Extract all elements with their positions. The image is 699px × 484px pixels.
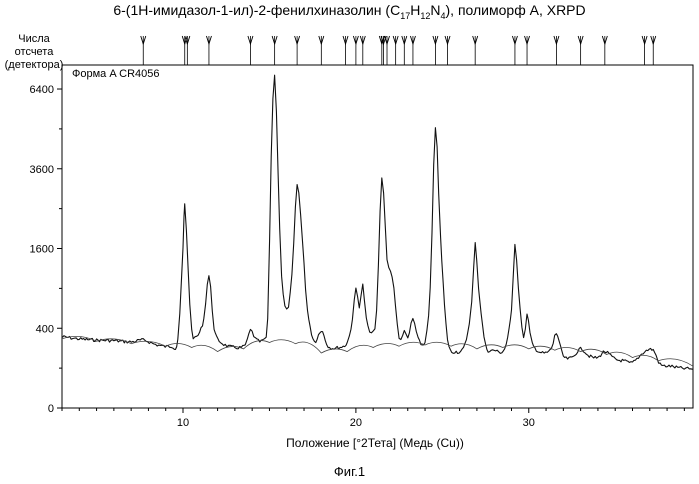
peak-marker-layer xyxy=(141,36,656,65)
x-tick-label: 10 xyxy=(177,417,189,429)
x-tick-label: 20 xyxy=(350,417,362,429)
y-tick-label: 1600 xyxy=(30,244,54,256)
series-layer xyxy=(62,75,693,369)
series-line-measured xyxy=(62,75,693,369)
series-line-background xyxy=(62,336,693,366)
x-tick-label: 30 xyxy=(523,417,535,429)
y-tick-label: 400 xyxy=(36,323,54,335)
y-tick-label: 0 xyxy=(48,403,54,415)
y-tick-label: 6400 xyxy=(30,84,54,96)
y-tick-label: 3600 xyxy=(30,164,54,176)
axis-tick-layer: 10 20 30 0 400 1600 3600 6400 xyxy=(30,84,685,429)
